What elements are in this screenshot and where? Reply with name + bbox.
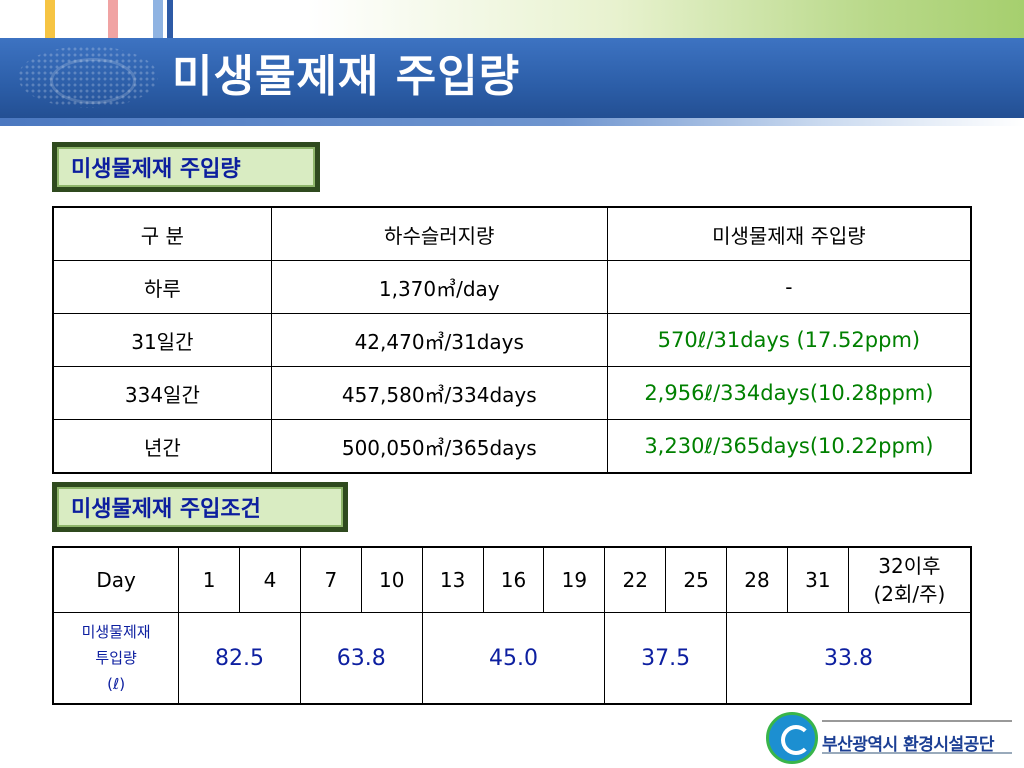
table-row: 하루 1,370㎥/day - [52,260,972,314]
dose-label-line2: 투입량 [95,649,137,667]
header-sludge-volume: 하수슬러지량 [270,206,608,261]
decor-bar-yellow [45,0,55,38]
dose-label-line3: (ℓ) [107,675,126,693]
table-cell: 457,580㎥/334days [270,366,608,420]
table-cell: 570ℓ/31days (17.52ppm) [606,313,972,367]
injection-conditions-table: Day 1 4 7 10 13 16 19 22 25 28 31 32이후 (… [52,546,972,705]
day-cell: 13 [421,546,484,613]
day-cell: 1 [178,546,241,613]
dose-row-label: 미생물제재 투입량 (ℓ) [52,612,180,705]
table-row: 31일간 42,470㎥/31days 570ℓ/31days (17.52pp… [52,313,972,367]
section-label-injection-conditions: 미생물제재 주입조건 [52,482,348,532]
decor-bar-lightblue [153,0,163,38]
day-cell: 28 [726,546,788,613]
day-label: Day [52,546,180,613]
day-cell: 4 [239,546,301,613]
section-label-injection-amount: 미생물제재 주입량 [52,142,320,192]
dose-cell: 33.8 [726,612,972,705]
table-cell: - [606,260,972,314]
title-band-underline [0,118,1024,126]
dose-cell: 63.8 [299,612,423,705]
dose-cell: 45.0 [421,612,606,705]
header-category: 구 분 [52,206,272,261]
table-cell: 2,956ℓ/334days(10.28ppm) [606,366,972,420]
day-cell: 19 [543,546,606,613]
dose-row: 미생물제재 투입량 (ℓ) 82.5 63.8 45.0 37.5 33.8 [52,612,972,705]
table-cell: 하루 [52,260,272,314]
day-row: Day 1 4 7 10 13 16 19 22 25 28 31 32이후 (… [52,546,972,613]
table-cell: 년간 [52,419,272,474]
table-cell: 1,370㎥/day [270,260,608,314]
dose-label-line1: 미생물제재 [81,623,151,641]
section-label-text: 미생물제재 주입조건 [57,487,343,527]
day-cell: 16 [482,546,545,613]
table-row: 년간 500,050㎥/365days 3,230ℓ/365days(10.22… [52,419,972,474]
injection-amount-table: 구 분 하수슬러지량 미생물제재 주입량 하루 1,370㎥/day - 31일… [52,206,972,474]
decor-bar-blue [167,0,173,38]
header-injection-amount: 미생물제재 주입량 [606,206,972,261]
organization-logo-wordmark: 부산광역시 환경시설공단 [822,735,994,755]
day-after-32-line2: (2회/주) [873,582,946,606]
day-cell: 31 [786,546,849,613]
organization-logo-icon [766,712,818,764]
page-title: 미생물제재 주입량 [172,51,521,102]
day-cell: 10 [360,546,423,613]
day-cell: 22 [604,546,667,613]
dose-cell: 37.5 [604,612,728,705]
decor-bar-pink [108,0,118,38]
logo-rule-bottom [822,752,1012,754]
table-cell: 42,470㎥/31days [270,313,608,367]
table-cell: 31일간 [52,313,272,367]
title-band [0,38,1024,118]
table-cell: 500,050㎥/365days [270,419,608,474]
table-row: 334일간 457,580㎥/334days 2,956ℓ/334days(10… [52,366,972,420]
day-cell-after-32: 32이후 (2회/주) [847,546,972,613]
day-cell: 25 [665,546,728,613]
day-after-32-line1: 32이후 [878,554,941,578]
table-header-row: 구 분 하수슬러지량 미생물제재 주입량 [52,206,972,261]
day-cell: 7 [299,546,362,613]
table-cell: 334일간 [52,366,272,420]
dose-cell: 82.5 [178,612,301,705]
ring-decoration [50,58,136,104]
section-label-text: 미생물제재 주입량 [57,147,315,187]
table-cell: 3,230ℓ/365days(10.22ppm) [606,419,972,474]
logo-rule-top [822,720,1012,722]
